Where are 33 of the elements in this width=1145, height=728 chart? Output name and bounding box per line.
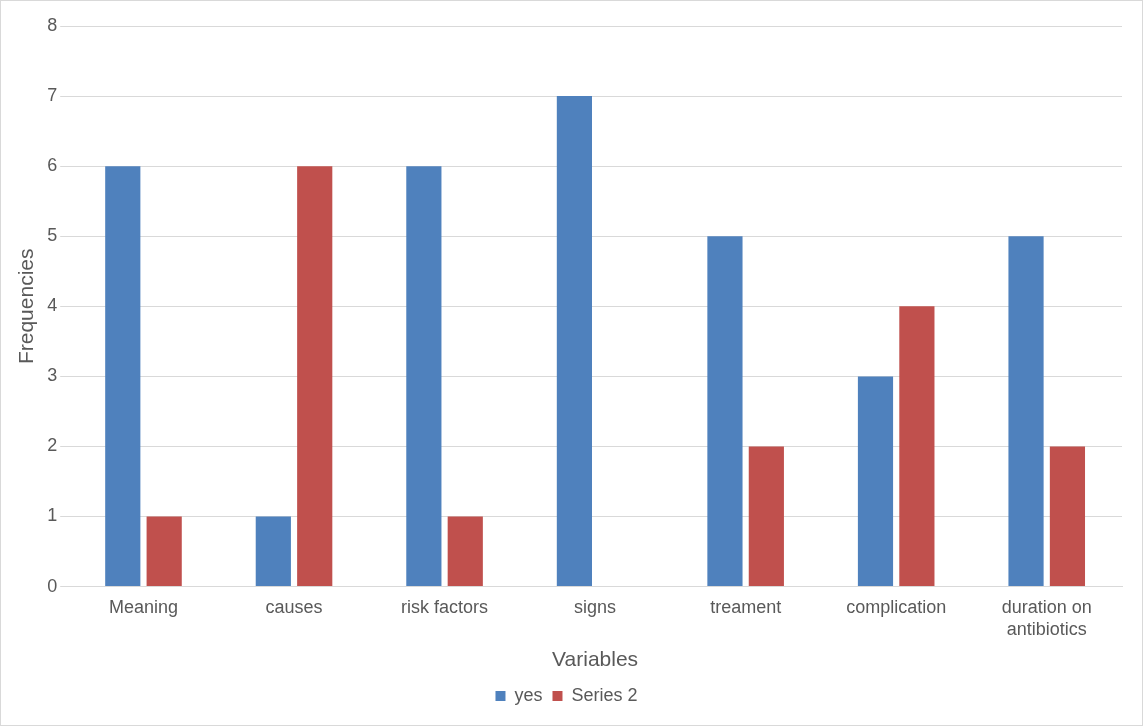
y-tick-label: 2: [47, 435, 58, 456]
y-tick-label: 6: [47, 155, 58, 176]
bar: [1049, 446, 1086, 587]
x-tick-label: Meaning: [108, 597, 178, 618]
y-axis-title: Frequencies: [14, 248, 38, 365]
bar: [1008, 236, 1044, 587]
bar: [146, 516, 182, 587]
bar: [406, 166, 442, 587]
bar: [255, 516, 291, 587]
bar: [447, 516, 483, 587]
bar: [748, 446, 784, 587]
x-tick-label: treament: [710, 597, 782, 618]
bar: [556, 96, 592, 587]
legend-label: Series 2: [571, 684, 638, 705]
legend-label: yes: [514, 684, 543, 705]
x-tick-label: duration on antibiotics: [1001, 597, 1092, 639]
x-tick-label: signs: [574, 597, 617, 618]
x-axis-title: Variables: [552, 647, 639, 671]
y-tick-label: 4: [47, 295, 58, 316]
bar: [297, 166, 333, 587]
bar: [857, 376, 894, 587]
bar: [899, 306, 935, 587]
y-tick-label: 5: [47, 225, 58, 246]
bar: [105, 166, 141, 587]
x-tick-label: causes: [265, 597, 323, 618]
x-tick-label: complication: [846, 597, 947, 618]
y-tick-label: 3: [47, 365, 58, 386]
bar: [707, 236, 743, 587]
x-tick-label: risk factors: [401, 597, 489, 618]
y-tick-label: 1: [47, 505, 58, 526]
y-tick-label: 0: [47, 575, 58, 596]
y-tick-label: 7: [47, 85, 58, 106]
y-tick-label: 8: [47, 14, 58, 35]
